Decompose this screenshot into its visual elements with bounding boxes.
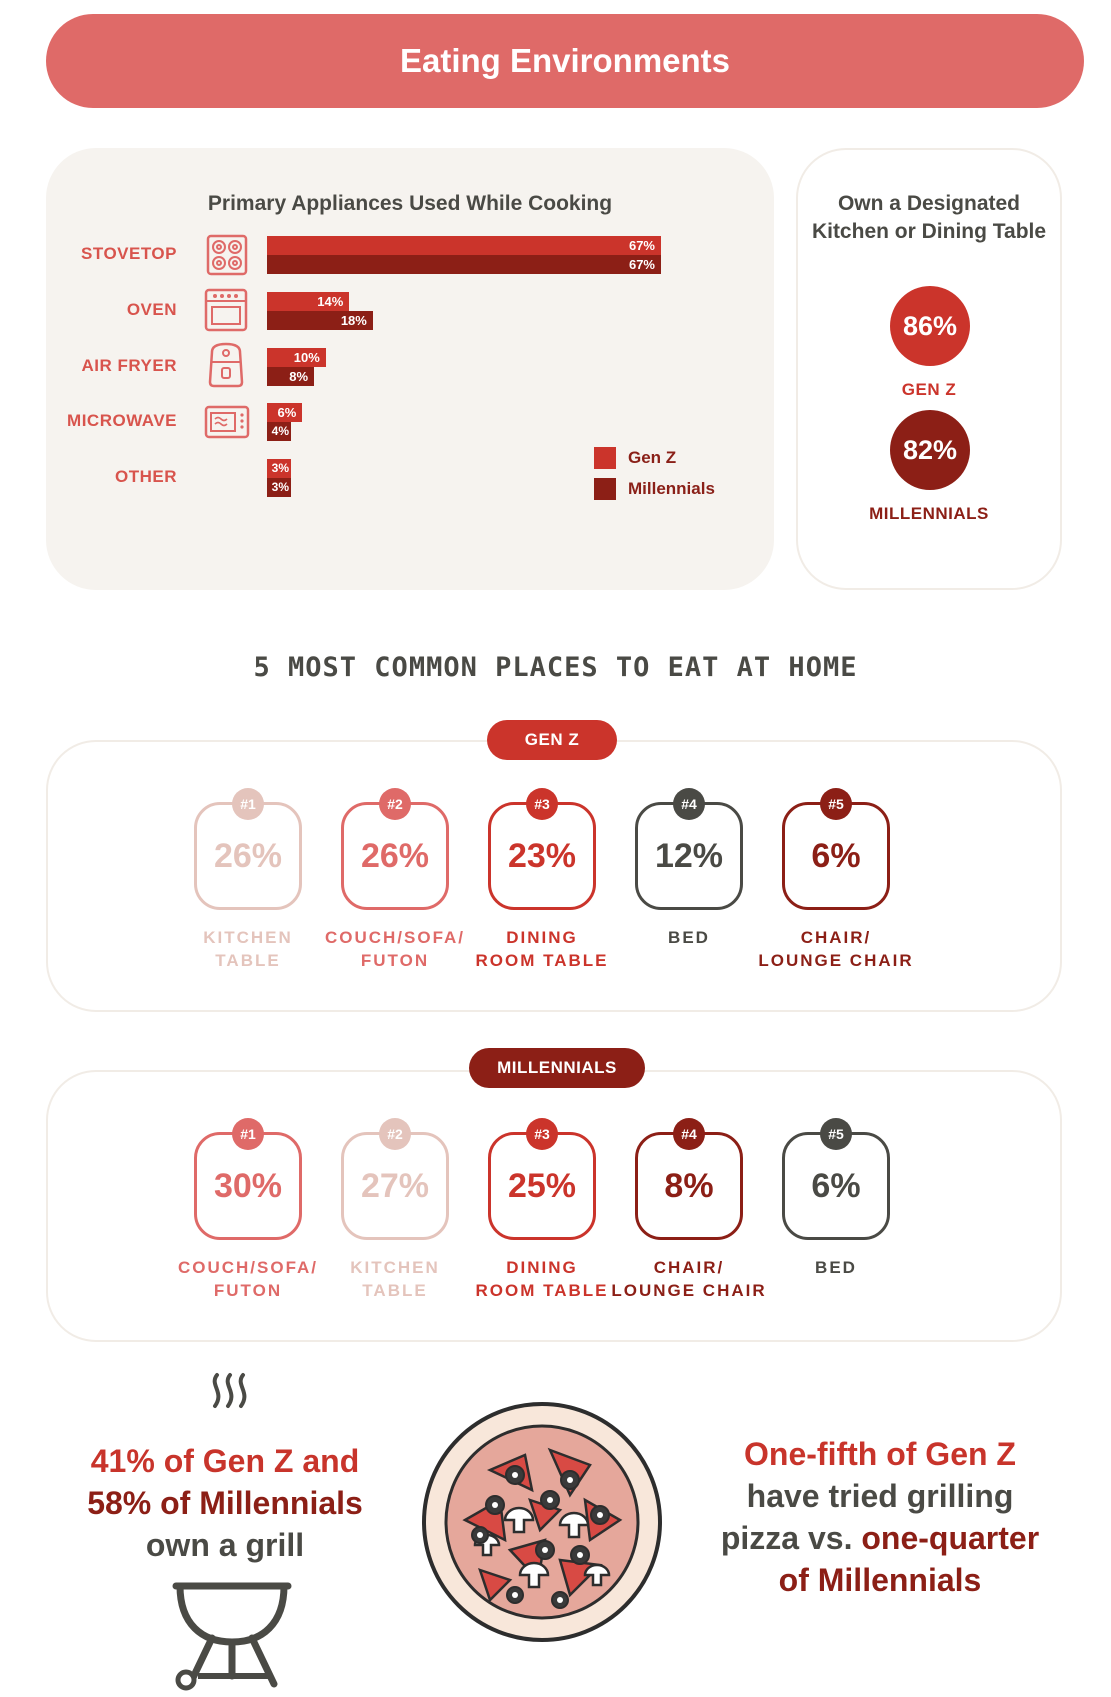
- bar-value-label: 67%: [628, 238, 655, 253]
- bar-millennials: [267, 422, 291, 441]
- bar-value-label: 6%: [277, 405, 297, 420]
- bar-value-label: 10%: [293, 350, 320, 365]
- own-table-title: Own a Designated Kitchen or Dining Table: [811, 192, 1047, 243]
- rank-badge: #2: [379, 788, 411, 820]
- rank-value: 26%: [194, 802, 302, 910]
- stovetop-icon: [206, 234, 248, 281]
- grill-icon: [172, 1580, 292, 1697]
- pizza-stat-line3b: one-quarter: [861, 1520, 1040, 1556]
- category-label: OTHER: [115, 467, 177, 486]
- rank-badge: #3: [526, 788, 558, 820]
- rank-label: CHAIR/ LOUNGE CHAIR: [758, 928, 914, 970]
- pizza-stat-line3: pizza vs. one-quarter: [690, 1517, 1070, 1559]
- bar-value-label: 14%: [317, 294, 344, 309]
- page-banner: Eating Environments: [46, 14, 1084, 108]
- microwave-icon: [204, 405, 250, 444]
- rank-label: KITCHEN TABLE: [203, 928, 293, 970]
- bar-genz: [267, 459, 291, 478]
- pizza-icon: [420, 1400, 664, 1649]
- pizza-stat-line3a: pizza vs.: [720, 1520, 862, 1556]
- legend-label-millennials: Millennials: [628, 479, 715, 498]
- grill-stat-line2: 58% of Millennials: [87, 1485, 363, 1521]
- bar-genz: [267, 403, 303, 422]
- oven-icon: [204, 288, 248, 337]
- rank-value: 6%: [782, 802, 890, 910]
- category-label: AIR FRYER: [81, 356, 177, 375]
- rank-value: 27%: [341, 1132, 449, 1240]
- rank-value: 8%: [635, 1132, 743, 1240]
- millennials-own-label: MILLENNIALS: [869, 504, 989, 523]
- legend-swatch-millennials: [594, 478, 616, 500]
- category-label: OVEN: [126, 300, 177, 319]
- rank-label: COUCH/SOFA/ FUTON: [324, 928, 466, 970]
- bar-value-label: 18%: [340, 313, 367, 328]
- millennials-places-box: 30% #1 COUCH/SOFA/ FUTON 27% #2 KITCHEN TABLE…: [46, 1070, 1062, 1342]
- rank-badge: #4: [673, 788, 705, 820]
- bar-millennials: [267, 311, 373, 330]
- pizza-stat: One-fifth of Gen Z have tried grilling p…: [690, 1433, 1070, 1601]
- places-section-title: 5 MOST COMMON PLACES TO EAT AT HOME: [253, 652, 858, 683]
- category-label: STOVETOP: [81, 244, 177, 263]
- rank-label: BED: [815, 1258, 857, 1277]
- rank-badge: #3: [526, 1118, 558, 1150]
- pizza-stat-line2: have tried grilling: [746, 1478, 1014, 1514]
- legend-swatch-genz: [594, 447, 616, 469]
- pizza-stat-line4: of Millennials: [778, 1562, 982, 1598]
- bar-genz: [267, 236, 661, 255]
- grill-stat: 41% of Gen Z and 58% of Millennials own …: [60, 1440, 390, 1566]
- rank-value: 26%: [341, 802, 449, 910]
- air-fryer-icon: [206, 342, 246, 393]
- rank-label: KITCHEN TABLE: [350, 1258, 440, 1300]
- genz-group-label: GEN Z: [487, 720, 617, 760]
- grill-stat-line1: 41% of Gen Z and: [90, 1443, 360, 1479]
- chart-title: Primary Appliances Used While Cooking: [207, 192, 613, 215]
- steam-icon: [205, 1370, 255, 1425]
- pizza-stat-line1: One-fifth of Gen Z: [744, 1436, 1016, 1472]
- bar-millennials: [267, 367, 315, 386]
- rank-badge: #2: [379, 1118, 411, 1150]
- bar-value-label: 3%: [271, 461, 289, 475]
- rank-badge: #5: [820, 1118, 852, 1150]
- bar-millennials: [267, 478, 291, 497]
- rank-label: COUCH/SOFA/ FUTON: [177, 1258, 319, 1300]
- rank-badge: #1: [232, 1118, 264, 1150]
- page-title: Eating Environments: [399, 42, 731, 79]
- bar-value-label: 3%: [271, 480, 289, 494]
- legend-label-genz: Gen Z: [628, 448, 677, 467]
- rank-label: CHAIR/ LOUNGE CHAIR: [611, 1258, 767, 1300]
- rank-label: BED: [668, 928, 710, 947]
- rank-label: DINING ROOM TABLE: [475, 928, 609, 970]
- rank-label: DINING ROOM TABLE: [475, 1258, 609, 1300]
- own-table-panel: Own a Designated Kitchen or Dining Table…: [796, 148, 1062, 590]
- grill-stat-line3: own a grill: [145, 1527, 305, 1563]
- millennials-own-circle: 82%: [890, 410, 970, 490]
- bar-millennials: [267, 255, 661, 274]
- bar-genz: [267, 348, 326, 367]
- rank-badge: #4: [673, 1118, 705, 1150]
- millennials-group-label: MILLENNIALS: [469, 1048, 645, 1088]
- rank-badge: #5: [820, 788, 852, 820]
- rank-badge: #1: [232, 788, 264, 820]
- genz-own-circle: 86%: [890, 286, 970, 366]
- bar-value-label: 4%: [271, 424, 289, 438]
- bar-genz: [267, 292, 350, 311]
- bar-value-label: 67%: [628, 257, 655, 272]
- genz-own-label: GEN Z: [901, 380, 957, 399]
- bar-value-label: 8%: [289, 369, 309, 384]
- genz-places-box: 26% #1 KITCHEN TABLE 26% #2 COUCH/SOFA/ FUTON…: [46, 740, 1062, 1012]
- category-label: MICROWAVE: [67, 411, 177, 430]
- appliances-panel: Primary Appliances Used While Cooking ST…: [46, 148, 774, 590]
